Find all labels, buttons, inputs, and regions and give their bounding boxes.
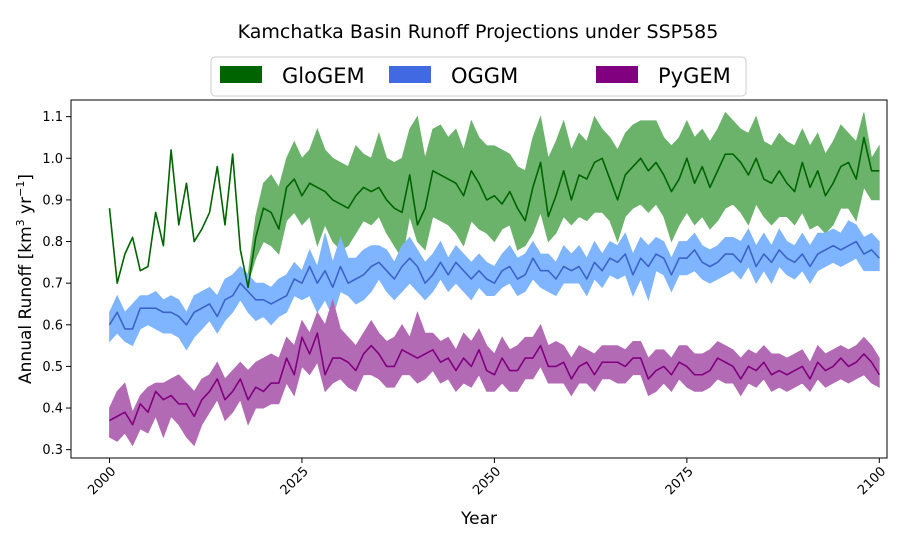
line-glogem: [108, 136, 880, 289]
chart-title: Kamchatka Basin Runoff Projections under…: [238, 21, 719, 43]
x-tick-label-2025: 2025: [278, 464, 312, 498]
x-axis-label: Year: [460, 509, 497, 529]
x-tick-label-2050: 2050: [470, 464, 504, 498]
legend-label-pygem: PyGEM: [658, 64, 731, 88]
y-tick-label-0.8: 0.8: [42, 235, 63, 250]
legend-label-glogem: GloGEM: [282, 64, 365, 88]
y-tick-label-1: 1.0: [42, 152, 63, 167]
y-tick-label-0.9: 0.9: [42, 193, 63, 208]
legend-swatch-oggm: [389, 66, 431, 83]
band-glogem: [247, 111, 880, 284]
y-tick-label-0.3: 0.3: [42, 443, 63, 458]
x-tick-label-2075: 2075: [663, 464, 697, 498]
y-tick-label-0.4: 0.4: [42, 402, 63, 417]
y-axis-label: Annual Runoff [km3 yr−1]: [14, 174, 36, 384]
x-axis: 2000 2025 2050 2075 2100: [85, 458, 889, 498]
y-tick-label-0.7: 0.7: [42, 277, 63, 292]
legend-swatch-pygem: [596, 66, 638, 83]
legend-label-oggm: OGGM: [451, 64, 518, 88]
x-tick-label-2100: 2100: [855, 464, 889, 498]
axes-frame: [70, 99, 888, 459]
plot-area: [108, 111, 880, 447]
legend-swatch-glogem: [220, 66, 262, 83]
y-axis: 0.3 0.4 0.5 0.6 0.7 0.8 0.9 1.0 1.1: [42, 110, 71, 458]
y-tick-label-1.1: 1.1: [42, 110, 63, 125]
band-oggm: [109, 220, 880, 351]
y-axis-label-end: ]: [16, 174, 36, 181]
y-tick-label-0.6: 0.6: [42, 318, 63, 333]
line-oggm: [108, 240, 880, 330]
y-axis-label-sup2: −1: [14, 181, 27, 197]
y-tick-label-0.5: 0.5: [42, 360, 63, 375]
legend: GloGEM OGGM PyGEM: [210, 56, 747, 97]
y-axis-label-sup1: 3: [14, 219, 27, 226]
y-axis-label-text: Annual Runoff [km: [16, 226, 36, 384]
x-tick-label-2000: 2000: [85, 464, 119, 498]
line-pygem: [109, 332, 880, 426]
band-pygem: [109, 298, 880, 447]
y-axis-label-mid: yr: [16, 197, 36, 219]
